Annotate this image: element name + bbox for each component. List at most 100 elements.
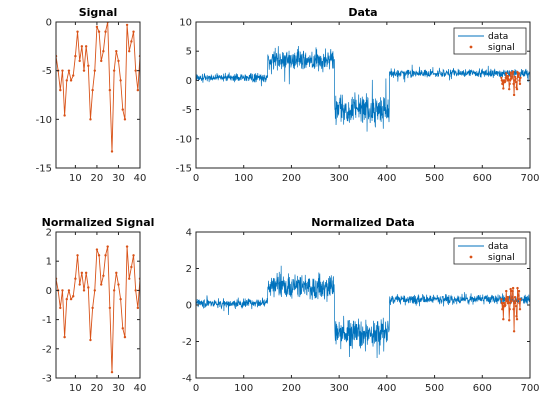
normalized-data-signal-point <box>512 330 516 333</box>
normalized-signal-ytick-label: -2 <box>42 344 52 355</box>
data-signal-point <box>514 80 518 84</box>
normalized-data-signal-point <box>501 307 504 311</box>
signal-point <box>63 114 66 117</box>
signal-point <box>76 30 79 33</box>
normalized-signal-point <box>121 327 124 330</box>
data-signal-point <box>508 87 511 91</box>
data-signal-point <box>518 82 522 86</box>
signal-series-line <box>56 22 140 152</box>
normalized-data-signal-point <box>502 318 505 321</box>
normalized-signal-point <box>123 335 127 339</box>
normalized-signal-series-line <box>56 246 140 373</box>
normalized-signal-point <box>84 271 88 275</box>
data-signal-point <box>508 82 511 86</box>
normalized-data-xtick-label: 0 <box>193 383 199 394</box>
normalized-signal-ytick-label: -3 <box>42 374 52 385</box>
normalized-signal-ytick-label: 0 <box>46 286 52 297</box>
signal-xtick-label: 10 <box>69 173 82 184</box>
signal-title: Signal <box>79 6 118 19</box>
data-xtick-label: 400 <box>377 173 396 184</box>
normalized-data-signal-point <box>515 315 518 318</box>
signal-point <box>119 79 122 82</box>
signal-point <box>112 69 116 72</box>
signal-point <box>117 59 120 63</box>
data-ytick-label: 10 <box>179 18 192 29</box>
normalized-data-xtick-label: 700 <box>520 383 539 394</box>
normalized-data-signal-point <box>508 307 511 311</box>
data-ytick-label: -10 <box>176 134 192 145</box>
normalized-signal-point <box>115 271 118 275</box>
normalized-data-signal-point <box>514 304 518 308</box>
normalized-signal-point <box>134 289 137 292</box>
normalized-data-xtick-label: 500 <box>425 383 444 394</box>
normalized-signal-ytick-label: 1 <box>46 257 52 268</box>
normalized-data-signal-point <box>510 299 513 303</box>
normalized-signal-point <box>100 283 103 286</box>
normalized-signal-point <box>65 297 68 301</box>
normalized-signal-point <box>104 254 107 257</box>
data-xtick-label: 300 <box>330 173 349 184</box>
data-xtick-label: 600 <box>473 173 492 184</box>
normalized-signal-xtick-label: 30 <box>112 383 125 394</box>
normalized-data-signal-point <box>517 289 521 293</box>
signal-point <box>132 30 135 33</box>
signal-point <box>89 118 92 121</box>
signal-ytick-label: -5 <box>42 66 52 77</box>
normalized-signal-point <box>106 245 109 248</box>
normalized-data-legend-label: signal <box>488 253 515 263</box>
data-xtick-label: 100 <box>234 173 253 184</box>
normalized-data-signal-point <box>513 301 516 305</box>
normalized-data-signal-point <box>508 301 512 305</box>
normalized-data-ytick-label: -2 <box>182 337 192 348</box>
signal-ytick-label: 0 <box>46 18 52 29</box>
data-signal-point <box>511 70 515 73</box>
signal-point <box>72 74 75 77</box>
data-panel: Data 0 100 200 300 400 500 600 700 -15 -10 -5 0 5 10 da… <box>176 6 540 184</box>
data-signal-point <box>519 76 522 79</box>
normalized-data-signal-point <box>503 301 506 305</box>
normalized-data-ytick-label: -4 <box>182 374 192 385</box>
signal-point <box>61 69 64 72</box>
normalized-signal-point <box>95 248 99 251</box>
normalized-data-signal-point <box>515 318 519 321</box>
data-signal-point <box>513 79 516 82</box>
normalized-signal-point <box>69 297 73 301</box>
normalized-data-signal-point <box>505 299 508 303</box>
data-data-line <box>196 45 530 132</box>
data-signal-point <box>501 82 504 86</box>
normalized-data-xtick-label: 200 <box>282 383 301 394</box>
signal-point <box>102 50 105 53</box>
signal-point <box>104 30 107 33</box>
normalized-data-legend-dot-swatch <box>469 255 473 259</box>
normalized-signal-point <box>112 289 116 292</box>
signal-axes-box <box>55 21 141 169</box>
normalized-data-ytick-label: 0 <box>186 301 192 312</box>
normalized-signal-point <box>80 271 84 275</box>
signal-point <box>80 45 84 48</box>
normalized-data-panel: Normalized Data 0 100 200 300 400 500 600 700 -4 -… <box>182 216 540 394</box>
signal-ytick-label: -15 <box>36 164 52 175</box>
data-signal-point <box>518 79 521 82</box>
normalized-data-signal-point <box>511 286 515 290</box>
data-xtick-label: 0 <box>193 173 199 184</box>
normalized-signal-xtick-label: 20 <box>91 383 104 394</box>
normalized-signal-point <box>91 306 94 310</box>
normalized-signal-point <box>108 306 112 310</box>
data-signal-point <box>500 76 503 79</box>
normalized-data-plot-area <box>196 265 530 358</box>
normalized-signal-point <box>93 289 96 292</box>
signal-point <box>128 50 131 53</box>
normalized-signal-plot-area <box>56 245 140 374</box>
data-signal-point <box>515 87 519 91</box>
normalized-data-signal-point <box>507 295 510 299</box>
signal-xtick-label: 30 <box>112 173 125 184</box>
signal-point <box>115 50 118 53</box>
signal-point <box>125 23 129 27</box>
normalized-signal-title: Normalized Signal <box>42 216 155 229</box>
normalized-data-legend-label: data <box>488 242 508 252</box>
normalized-data-xtick-label: 400 <box>377 383 396 394</box>
normalized-signal-point <box>61 289 64 292</box>
normalized-signal-point <box>63 335 66 339</box>
data-signal-point <box>507 74 510 78</box>
